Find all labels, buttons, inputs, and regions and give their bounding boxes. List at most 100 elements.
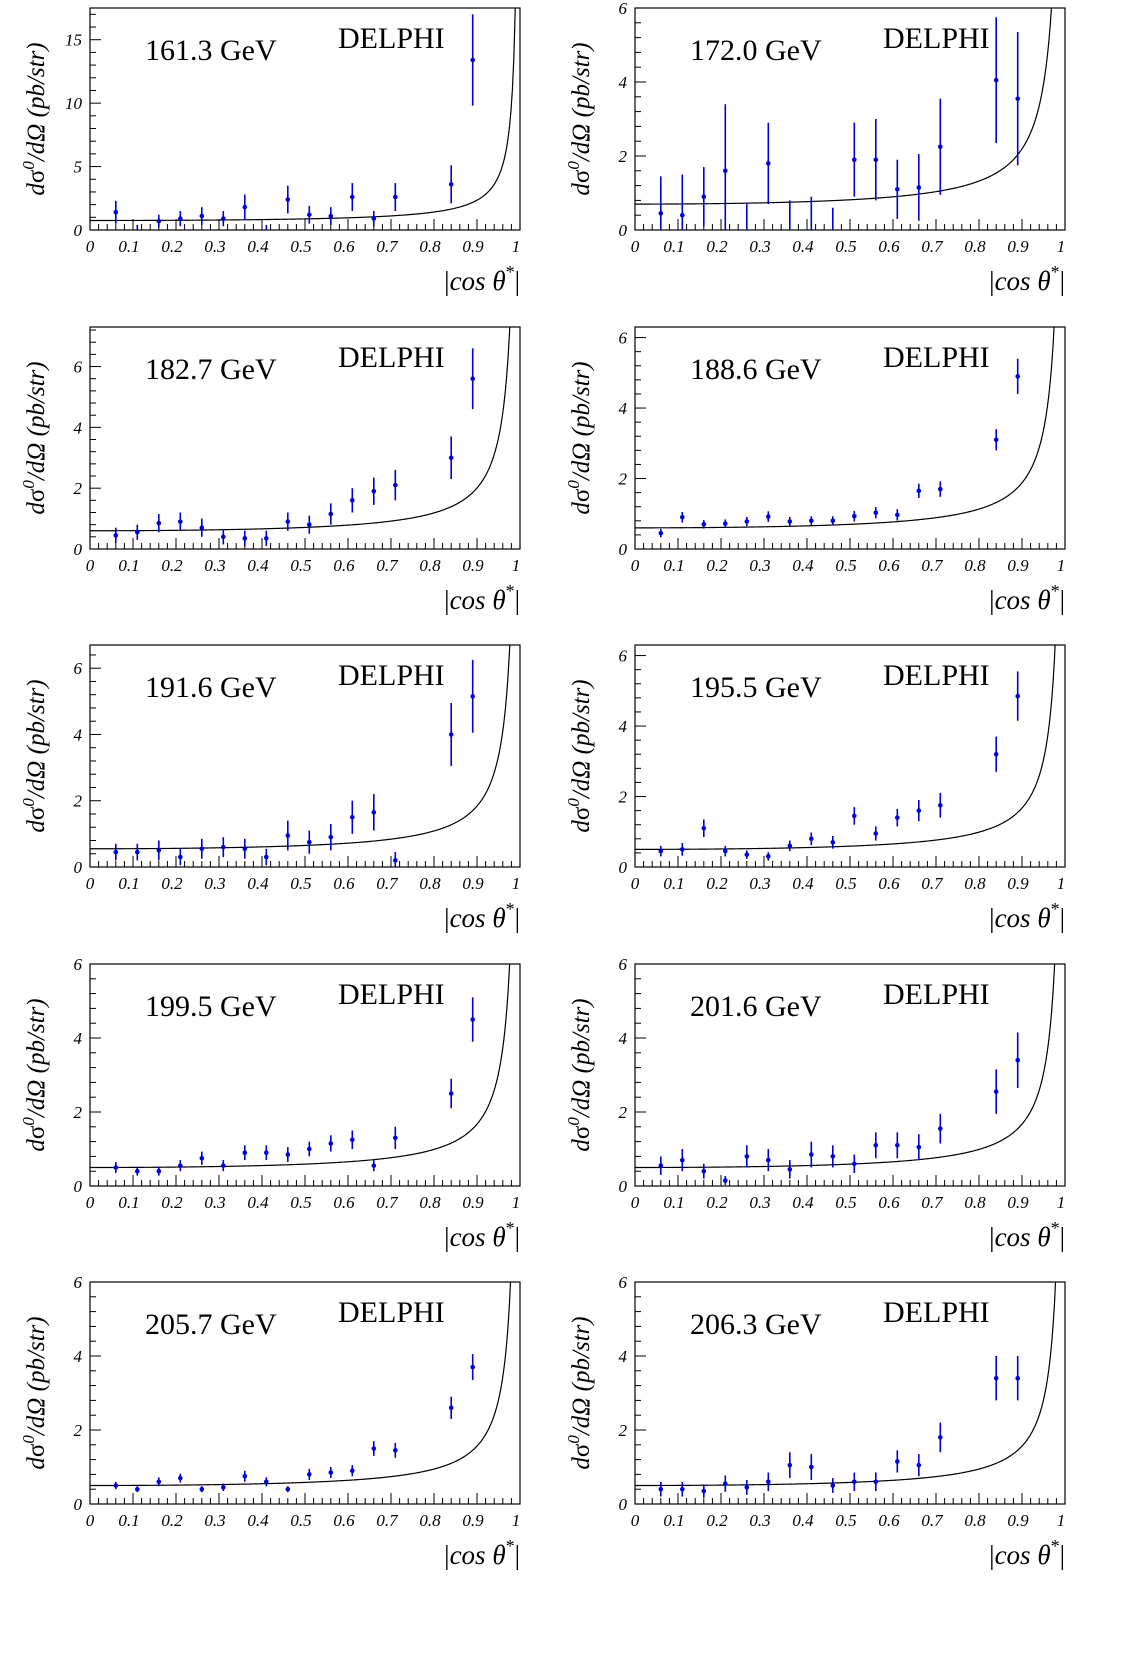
x-tick-label: 0 — [631, 1511, 640, 1530]
data-point — [916, 483, 922, 498]
y-axis-label: dσ0/dΩ (pb/str) — [564, 679, 595, 832]
data-marker — [993, 1375, 999, 1381]
data-marker — [938, 1126, 943, 1131]
x-tick-label: 0.1 — [663, 1193, 684, 1212]
chart-svg: 0 0.1 0.2 0.3 0.4 0.5 0.6 0.7 0.8 0.9 1 0 2 4 6 182.7 G… — [19, 326, 521, 615]
data-point — [766, 511, 771, 522]
data-point — [993, 736, 999, 772]
x-tick-label: 0.9 — [462, 556, 484, 575]
data-marker — [787, 519, 793, 524]
y-axis-label-sigma: σ — [23, 1443, 50, 1457]
data-point — [723, 104, 728, 230]
data-point — [895, 1132, 900, 1159]
x-tick-label: 0.1 — [118, 874, 139, 893]
y-axis-label-rest: /dΩ (pb/str) — [568, 42, 595, 163]
x-axis-label-bar-left: | — [989, 266, 994, 296]
data-point — [156, 1477, 162, 1487]
data-marker — [393, 1448, 398, 1453]
data-point — [1015, 358, 1020, 394]
data-point — [658, 176, 664, 230]
y-axis-label-sigma: σ — [568, 1443, 595, 1457]
data-marker — [113, 533, 119, 538]
x-axis-label-bar-left: | — [444, 1540, 449, 1570]
x-axis-label: |cos θ*| — [989, 899, 1065, 933]
experiment-label: DELPHI — [338, 978, 445, 1011]
y-axis-label-d: d — [23, 1457, 50, 1470]
x-axis-label-star: * — [1051, 1536, 1060, 1556]
y-tick-label: 6 — [619, 1273, 628, 1292]
data-point — [938, 793, 943, 818]
x-axis-label-bar-right: | — [515, 1540, 520, 1570]
data-marker — [701, 825, 707, 831]
x-tick-label: 0.8 — [964, 237, 986, 256]
data-marker — [156, 218, 162, 224]
x-axis-label-bar-right: | — [1060, 266, 1065, 296]
data-marker — [680, 514, 685, 520]
x-tick-label: 0.5 — [290, 237, 311, 256]
x-axis-label-cos: cos θ — [995, 1222, 1051, 1252]
x-tick-label: 0.9 — [1007, 874, 1029, 893]
energy-label: 195.5 GeV — [690, 671, 822, 704]
data-point — [852, 510, 857, 522]
data-marker — [135, 1486, 140, 1492]
x-tick-label: 1 — [1057, 556, 1066, 575]
x-axis-label: |cos θ*| — [444, 1536, 520, 1570]
data-marker — [285, 197, 291, 202]
data-marker — [895, 187, 900, 192]
data-point — [916, 154, 922, 221]
x-tick-label: 0 — [86, 874, 95, 893]
data-point — [916, 800, 922, 822]
chart-panel: 0 0.1 0.2 0.3 0.4 0.5 0.6 0.7 0.8 0.9 1 0 5 10 15 161.3… — [0, 0, 565, 331]
data-point — [264, 848, 269, 866]
data-marker — [916, 808, 922, 813]
x-tick-label: 0.2 — [706, 237, 728, 256]
y-axis-label-d: d — [568, 502, 595, 515]
x-tick-label: 0.2 — [161, 874, 183, 893]
y-axis-label-d: d — [568, 1457, 595, 1470]
x-axis-label-cos: cos θ — [450, 266, 506, 296]
data-marker — [852, 1161, 857, 1167]
data-marker — [135, 849, 140, 855]
y-axis-label: dσ0/dΩ (pb/str) — [564, 998, 595, 1151]
data-marker — [307, 522, 312, 527]
x-tick-label: 0.9 — [1007, 1511, 1029, 1530]
data-marker — [156, 520, 162, 526]
data-marker — [916, 488, 922, 494]
y-tick-label: 0 — [619, 1177, 628, 1196]
data-marker — [199, 846, 205, 852]
x-tick-label: 0.4 — [792, 556, 814, 575]
x-axis-label: |cos θ*| — [989, 1218, 1065, 1252]
data-point — [723, 845, 728, 857]
data-marker — [852, 157, 857, 162]
x-axis-label-star: * — [1051, 262, 1060, 282]
y-tick-label: 4 — [619, 399, 628, 418]
data-point — [350, 183, 355, 211]
y-axis-label-sigma: σ — [23, 169, 50, 183]
x-tick-label: 0.1 — [663, 874, 684, 893]
y-axis-label-sigma: σ — [568, 488, 595, 502]
y-tick-label: 0 — [74, 1177, 83, 1196]
data-point — [787, 840, 793, 852]
data-marker — [156, 848, 162, 853]
data-point — [371, 210, 377, 227]
data-point — [470, 997, 476, 1042]
x-axis-label-star: * — [1051, 899, 1060, 919]
x-axis-label-cos: cos θ — [995, 903, 1051, 933]
data-point — [307, 1141, 312, 1157]
data-marker — [350, 1468, 355, 1473]
y-tick-label: 6 — [74, 1273, 83, 1292]
data-point — [895, 808, 900, 827]
data-point — [393, 183, 398, 211]
data-marker — [873, 1143, 879, 1148]
chart-svg: 0 0.1 0.2 0.3 0.4 0.5 0.6 0.7 0.8 0.9 1 0 2 4 6 172.0 G… — [564, 0, 1066, 296]
theory-curve — [635, 1282, 1057, 1487]
y-tick-label: 0 — [74, 540, 83, 559]
data-marker — [328, 213, 334, 219]
y-axis-label-sup: 0 — [19, 161, 38, 170]
data-marker — [178, 854, 183, 860]
data-marker — [938, 1435, 943, 1440]
y-tick-label: 2 — [74, 792, 83, 811]
data-point — [199, 838, 205, 859]
y-axis-label-d: d — [23, 820, 50, 833]
chart-panel: 0 0.1 0.2 0.3 0.4 0.5 0.6 0.7 0.8 0.9 1 0 2 4 6 191.6 G… — [0, 637, 565, 968]
